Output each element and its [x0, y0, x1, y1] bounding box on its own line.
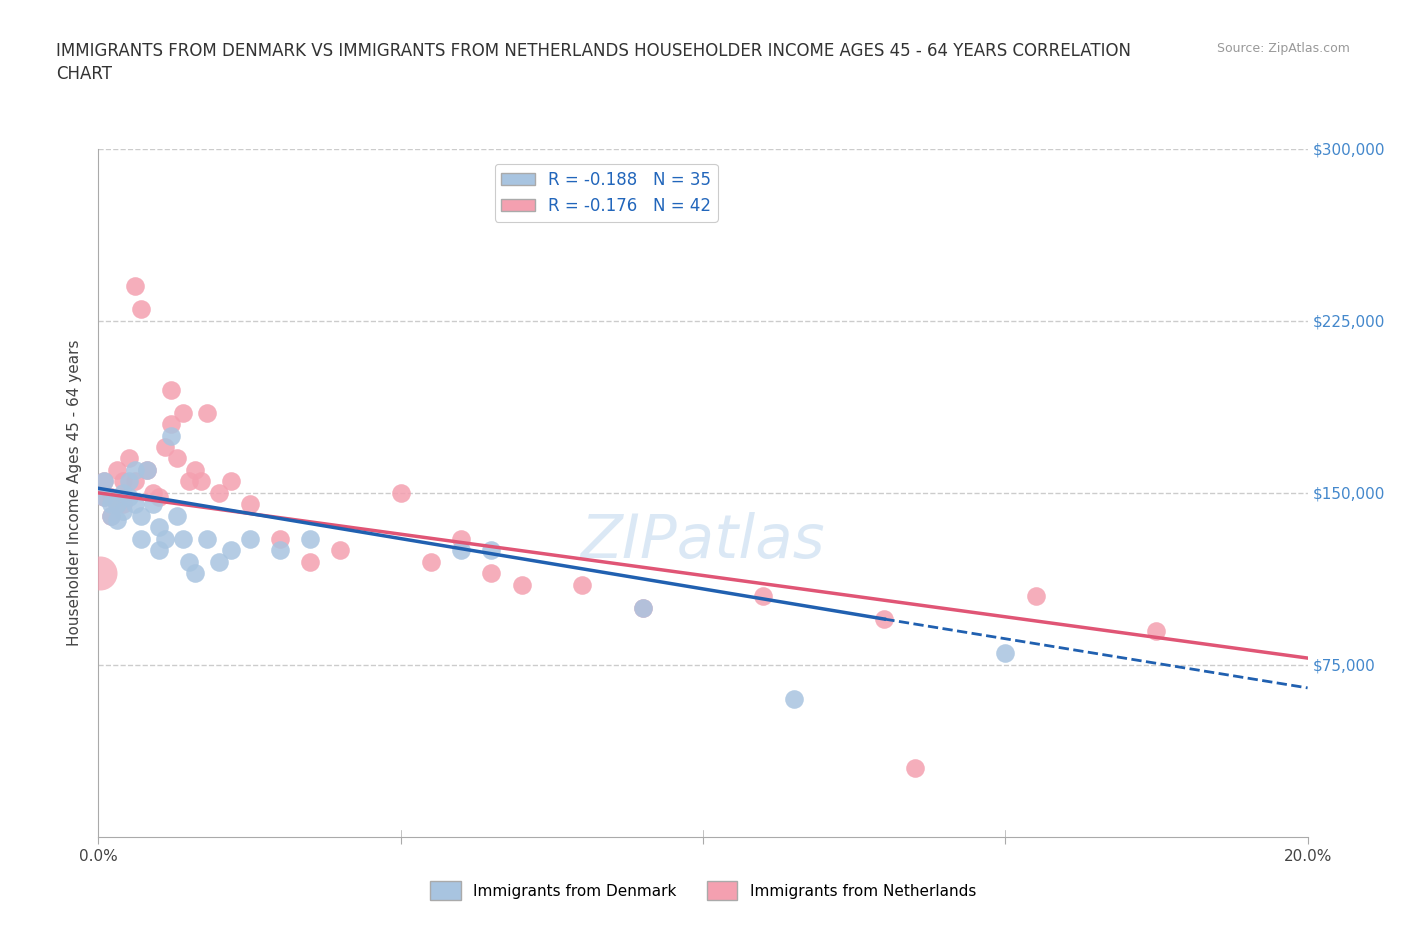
Point: [124, 462, 146, 477]
Point: [148, 490, 170, 505]
Point: [93, 490, 115, 505]
Point: [873, 612, 896, 627]
Point: [195, 405, 218, 420]
Point: [160, 382, 183, 397]
Point: [93, 490, 115, 505]
Legend: Immigrants from Denmark, Immigrants from Netherlands: Immigrants from Denmark, Immigrants from…: [425, 875, 981, 906]
Point: [118, 490, 141, 505]
Point: [239, 531, 262, 546]
Point: [105, 462, 128, 477]
Point: [269, 543, 291, 558]
Point: [100, 509, 122, 524]
Legend: R = -0.188   N = 35, R = -0.176   N = 42: R = -0.188 N = 35, R = -0.176 N = 42: [495, 164, 718, 221]
Point: [184, 565, 207, 580]
Point: [166, 509, 188, 524]
Point: [153, 440, 176, 455]
Point: [221, 543, 243, 558]
Point: [118, 451, 141, 466]
Point: [135, 462, 157, 477]
Point: [111, 497, 134, 512]
Point: [1024, 589, 1046, 604]
Point: [208, 485, 231, 500]
Point: [124, 279, 146, 294]
Point: [142, 485, 165, 500]
Point: [124, 497, 146, 512]
Point: [208, 554, 231, 569]
Point: [329, 543, 352, 558]
Point: [752, 589, 775, 604]
Point: [105, 513, 128, 528]
Point: [100, 497, 122, 512]
Point: [1144, 623, 1167, 638]
Point: [135, 462, 157, 477]
Point: [148, 543, 170, 558]
Point: [269, 531, 291, 546]
Point: [239, 497, 262, 512]
Point: [111, 504, 134, 519]
Point: [93, 474, 115, 489]
Point: [124, 474, 146, 489]
Point: [184, 462, 207, 477]
Point: [100, 490, 122, 505]
Point: [481, 543, 503, 558]
Point: [153, 531, 176, 546]
Point: [160, 417, 183, 432]
Point: [160, 428, 183, 443]
Point: [904, 761, 927, 776]
Point: [571, 578, 593, 592]
Text: IMMIGRANTS FROM DENMARK VS IMMIGRANTS FROM NETHERLANDS HOUSEHOLDER INCOME AGES 4: IMMIGRANTS FROM DENMARK VS IMMIGRANTS FR…: [56, 42, 1132, 84]
Point: [389, 485, 412, 500]
Point: [111, 485, 134, 500]
Point: [783, 692, 806, 707]
Point: [111, 474, 134, 489]
Point: [93, 474, 115, 489]
Point: [190, 474, 212, 489]
Point: [89, 565, 111, 580]
Point: [172, 531, 194, 546]
Point: [179, 554, 201, 569]
Point: [631, 600, 654, 615]
Point: [179, 474, 201, 489]
Point: [450, 531, 472, 546]
Point: [166, 451, 188, 466]
Point: [129, 531, 152, 546]
Point: [631, 600, 654, 615]
Text: Source: ZipAtlas.com: Source: ZipAtlas.com: [1216, 42, 1350, 55]
Point: [221, 474, 243, 489]
Point: [129, 509, 152, 524]
Text: ZIPatlas: ZIPatlas: [581, 512, 825, 571]
Point: [195, 531, 218, 546]
Point: [105, 497, 128, 512]
Point: [510, 578, 533, 592]
Point: [148, 520, 170, 535]
Point: [172, 405, 194, 420]
Point: [129, 302, 152, 317]
Point: [481, 565, 503, 580]
Point: [299, 554, 322, 569]
Y-axis label: Householder Income Ages 45 - 64 years: Householder Income Ages 45 - 64 years: [67, 339, 83, 646]
Point: [420, 554, 443, 569]
Point: [100, 509, 122, 524]
Point: [105, 497, 128, 512]
Point: [994, 646, 1017, 661]
Point: [142, 497, 165, 512]
Point: [450, 543, 472, 558]
Point: [299, 531, 322, 546]
Point: [118, 474, 141, 489]
